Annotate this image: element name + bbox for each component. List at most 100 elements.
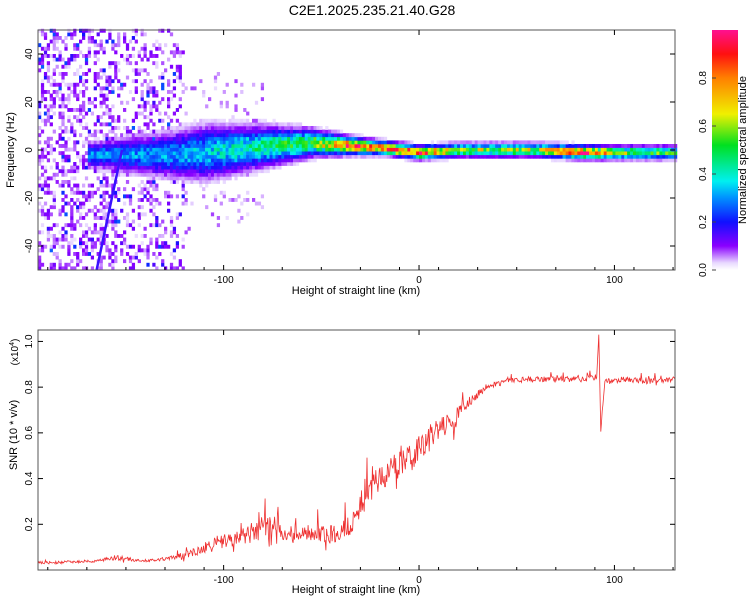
heatmap-cell <box>58 72 62 76</box>
heatmap-cell <box>93 50 97 55</box>
heatmap-cell <box>445 151 449 156</box>
heatmap-cell <box>319 151 323 156</box>
heatmap-cell <box>146 165 150 170</box>
heatmap-cell <box>524 140 528 145</box>
heatmap-cell <box>653 158 657 163</box>
heatmap-cell <box>40 90 45 94</box>
heatmap-cell <box>175 176 180 181</box>
heatmap-cell <box>149 104 153 109</box>
heatmap-cell <box>219 151 223 156</box>
heatmap-cell <box>252 140 256 145</box>
heatmap-cell <box>61 183 65 188</box>
heatmap-cell <box>216 151 221 156</box>
heatmap-cell <box>108 144 112 148</box>
heatmap-cell <box>87 226 92 231</box>
heatmap-cell <box>46 226 51 231</box>
heatmap-cell <box>208 118 212 123</box>
heatmap-cell <box>328 144 332 148</box>
heatmap-cell <box>158 223 162 228</box>
heatmap-cell <box>489 140 493 145</box>
snr-ytick-label: 1.0 <box>24 334 35 348</box>
heatmap-cell <box>140 140 144 145</box>
heatmap-cell <box>46 90 51 94</box>
heatmap-cell <box>164 140 168 145</box>
heatmap-cell <box>161 158 165 163</box>
heatmap-cell <box>272 144 276 148</box>
heatmap-cell <box>67 183 71 188</box>
heatmap-cell <box>178 79 182 84</box>
heatmap-cell <box>52 241 56 246</box>
heatmap-cell <box>301 144 306 148</box>
heatmap-cell <box>210 147 215 152</box>
heatmap-cell <box>90 230 95 235</box>
heatmap-cell <box>275 122 279 127</box>
heatmap-cell <box>108 122 112 127</box>
heatmap-cell <box>398 144 402 148</box>
heatmap-cell <box>49 147 53 152</box>
heatmap-cell <box>67 147 71 152</box>
heatmap-cell <box>146 262 150 267</box>
heatmap-cell <box>96 216 100 220</box>
heatmap-cell <box>202 126 206 130</box>
heatmap-cell <box>495 154 499 159</box>
heatmap-cell <box>322 147 326 152</box>
heatmap-cell <box>231 136 235 141</box>
heatmap-cell <box>213 75 218 80</box>
heatmap-cell <box>96 169 100 174</box>
heatmap-cell <box>43 212 48 217</box>
heatmap-cell <box>342 154 347 159</box>
heatmap-cell <box>281 126 285 130</box>
heatmap-cell <box>249 122 253 127</box>
heatmap-cell <box>213 169 218 174</box>
heatmap-cell <box>120 208 124 213</box>
heatmap-cell <box>111 262 115 267</box>
heatmap-cell <box>61 115 65 120</box>
heatmap-cell <box>172 50 177 55</box>
heatmap-cell <box>219 190 223 195</box>
heatmap-cell <box>542 144 546 148</box>
heatmap-cell <box>360 147 364 152</box>
heatmap-cell <box>319 140 323 145</box>
snr-series-line <box>37 334 676 565</box>
heatmap-cell <box>152 61 156 66</box>
heatmap-cell <box>70 259 74 264</box>
heatmap-cell <box>105 136 109 141</box>
heatmap-cell <box>67 108 71 112</box>
heatmap-cell <box>172 176 177 181</box>
heatmap-cell <box>123 259 127 264</box>
heatmap-cell <box>131 46 136 51</box>
heatmap-cell <box>237 147 241 152</box>
heatmap-cell <box>307 151 311 156</box>
heatmap-cell <box>627 147 631 152</box>
heatmap-cell <box>146 198 150 202</box>
heatmap-cell <box>111 90 115 94</box>
heatmap-cell <box>146 162 150 166</box>
heatmap-cell <box>123 187 127 192</box>
heatmap-cell <box>325 151 329 156</box>
heatmap-cell <box>111 61 115 66</box>
heatmap-cell <box>471 144 476 148</box>
heatmap-cell <box>407 154 411 159</box>
heatmap-cell <box>120 147 124 152</box>
heatmap-cell <box>272 158 276 163</box>
heatmap-cell <box>105 169 109 174</box>
heatmap-cell <box>228 118 232 123</box>
heatmap-cell <box>196 176 200 181</box>
heatmap-cell <box>275 136 279 141</box>
heatmap-cell <box>225 172 229 177</box>
heatmap-cell <box>272 136 276 141</box>
heatmap-cell <box>187 226 191 231</box>
heatmap-cell <box>114 158 118 163</box>
heatmap-cell <box>641 144 646 148</box>
heatmap-cell <box>128 165 133 170</box>
heatmap-cell <box>134 162 138 166</box>
heatmap-cell <box>518 147 522 152</box>
heatmap-cell <box>128 154 133 159</box>
heatmap-cell <box>243 126 247 130</box>
heatmap-cell <box>287 129 291 134</box>
heatmap-cell <box>659 147 663 152</box>
heatmap-cell <box>647 158 651 163</box>
heatmap-cell <box>624 147 628 152</box>
heatmap-cell <box>164 226 168 231</box>
heatmap-cell <box>84 86 89 91</box>
